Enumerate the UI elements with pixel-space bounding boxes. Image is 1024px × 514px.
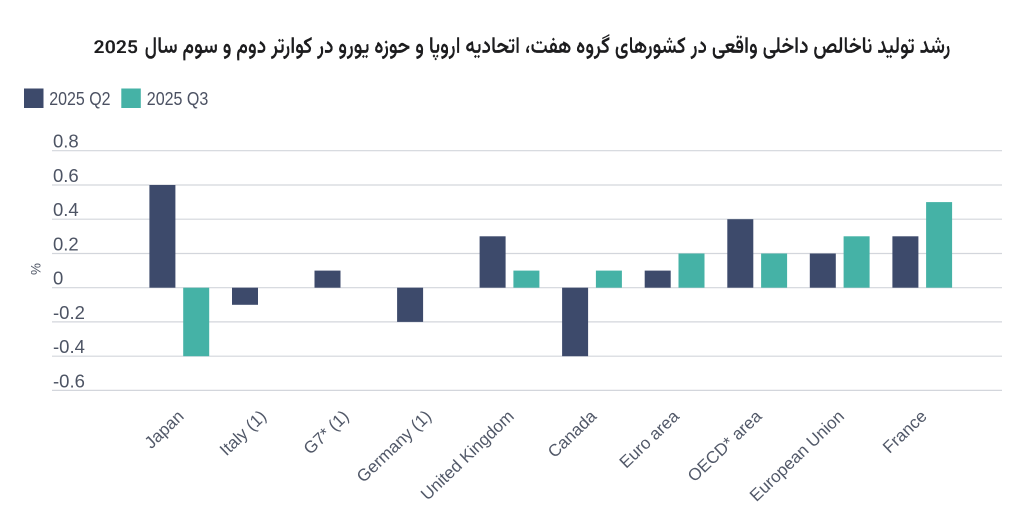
svg-text:2025 Q2: 2025 Q2	[49, 88, 110, 109]
svg-text:2025 Q3: 2025 Q3	[147, 88, 209, 109]
svg-text:0.8: 0.8	[53, 131, 79, 152]
svg-text:-0.6: -0.6	[53, 370, 85, 391]
svg-text:0.6: 0.6	[53, 165, 79, 186]
svg-text:-0.4: -0.4	[53, 336, 85, 357]
svg-text:0.4: 0.4	[53, 199, 79, 220]
svg-text:0.2: 0.2	[53, 234, 79, 255]
svg-text:%: %	[28, 263, 43, 275]
svg-text:-0.2: -0.2	[53, 302, 85, 323]
svg-text:0: 0	[53, 268, 63, 289]
